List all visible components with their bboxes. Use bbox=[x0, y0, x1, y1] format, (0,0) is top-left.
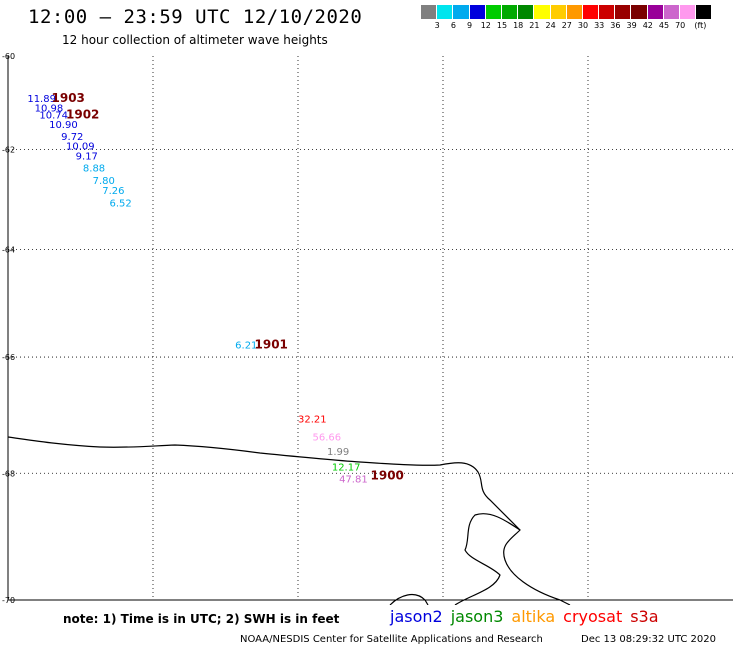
coastline-inlet bbox=[454, 513, 521, 605]
pass-time-label: 1900 bbox=[371, 468, 404, 482]
mission-cryosat: cryosat bbox=[563, 607, 623, 626]
color-swatch bbox=[485, 5, 502, 19]
lat-tick-label: -66 bbox=[2, 353, 15, 362]
color-legend-label: 30 bbox=[577, 21, 589, 30]
wave-height-value: 32.21 bbox=[298, 415, 327, 426]
color-swatch bbox=[680, 5, 697, 19]
wave-height-value: 1.99 bbox=[327, 447, 349, 458]
mission-jason3: jason3 bbox=[450, 607, 504, 626]
color-legend-label: 6 bbox=[450, 21, 456, 30]
color-legend-label: 3 bbox=[434, 21, 440, 30]
color-swatch bbox=[534, 5, 551, 19]
color-swatch bbox=[663, 5, 680, 19]
mission-altika: altika bbox=[511, 607, 556, 626]
wave-height-value: 7.80 bbox=[93, 176, 115, 187]
color-swatch bbox=[501, 5, 519, 19]
wave-height-map: 606366697275-60-62-64-66-68-70 11.8910.9… bbox=[2, 52, 733, 605]
mission-jason2: jason2 bbox=[390, 607, 443, 626]
color-legend-label: 24 bbox=[545, 21, 556, 30]
axis-tick-labels: 606366697275-60-62-64-66-68-70 bbox=[2, 52, 15, 605]
mission-s3a: s3a bbox=[630, 607, 659, 626]
color-legend-label: 27 bbox=[561, 21, 572, 30]
wave-height-value: 8.88 bbox=[83, 164, 105, 175]
color-legend-labels: 3 6 9 12 15 18 21 24 27 30 33 36 39 42 45 70 (ft) bbox=[421, 19, 712, 31]
color-swatch bbox=[518, 5, 535, 19]
coastline bbox=[7, 436, 571, 605]
color-legend-label: 12 bbox=[480, 21, 491, 30]
lat-tick-label: -70 bbox=[2, 596, 15, 605]
lat-tick-label: -62 bbox=[2, 146, 15, 155]
lat-tick-label: -64 bbox=[2, 246, 15, 255]
color-legend-label: (ft) bbox=[694, 21, 707, 30]
wave-height-value: 9.17 bbox=[76, 151, 98, 162]
color-swatch bbox=[647, 5, 664, 19]
color-swatch bbox=[696, 5, 713, 19]
wave-height-value: 6.52 bbox=[110, 198, 132, 209]
color-swatch bbox=[599, 5, 616, 19]
color-legend-label: 42 bbox=[642, 21, 653, 30]
lat-lon-grid bbox=[8, 56, 733, 600]
footer-timestamp: Dec 13 08:29:32 UTC 2020 bbox=[581, 634, 716, 645]
color-legend-label: 9 bbox=[467, 21, 473, 30]
color-legend-swatches bbox=[421, 5, 713, 19]
pass-time-label: 1903 bbox=[52, 91, 85, 105]
lat-tick-label: -68 bbox=[2, 469, 15, 478]
pass-time-label: 1902 bbox=[66, 108, 99, 122]
note-text: note: 1) Time is in UTC; 2) SWH is in fe… bbox=[63, 612, 340, 626]
wave-height-value: 7.26 bbox=[102, 186, 124, 197]
wave-height-value: 10.09 bbox=[66, 142, 95, 153]
color-swatch bbox=[469, 5, 486, 19]
pass-time-labels: 1903 1902 1901 1900 bbox=[52, 91, 404, 482]
wave-height-value: 10.74 bbox=[39, 111, 68, 122]
mission-legend: jason2 jason3 altika cryosat s3a bbox=[390, 607, 667, 626]
wave-height-value: 10.90 bbox=[49, 120, 78, 131]
color-legend-label: 70 bbox=[675, 21, 686, 30]
color-legend-label: 33 bbox=[594, 21, 605, 30]
color-legend: 3 6 9 12 15 18 21 24 27 30 33 36 39 42 45 70 (ft) bbox=[421, 5, 713, 31]
color-swatch bbox=[582, 5, 600, 19]
wave-height-value: 10.98 bbox=[35, 103, 64, 114]
color-legend-label: 18 bbox=[513, 21, 524, 30]
color-legend-label: 39 bbox=[626, 21, 637, 30]
color-swatch bbox=[421, 5, 438, 19]
color-swatch bbox=[631, 5, 648, 19]
pass-time-label: 1901 bbox=[255, 338, 288, 352]
color-swatch bbox=[437, 5, 454, 19]
wave-height-value: 56.66 bbox=[313, 432, 342, 443]
footer-credit: NOAA/NESDIS Center for Satellite Applica… bbox=[240, 634, 543, 645]
color-swatch bbox=[550, 5, 567, 19]
coastline-bay bbox=[389, 593, 429, 605]
wave-height-value: 6.21 bbox=[235, 341, 257, 352]
page-subtitle: 12 hour collection of altimeter wave hei… bbox=[62, 33, 328, 47]
color-swatch bbox=[453, 5, 470, 19]
color-legend-label: 36 bbox=[610, 21, 621, 30]
lat-tick-label: -60 bbox=[2, 52, 15, 61]
color-legend-label: 45 bbox=[658, 21, 670, 30]
wave-height-value: 9.72 bbox=[61, 132, 83, 143]
wave-height-value: 12.17 bbox=[332, 462, 361, 473]
page-title: 12:00 – 23:59 UTC 12/10/2020 bbox=[28, 6, 363, 28]
color-swatch bbox=[615, 5, 632, 19]
wave-height-value: 11.89 bbox=[27, 94, 56, 105]
map-frame bbox=[7, 56, 733, 601]
color-legend-label: 21 bbox=[529, 21, 540, 30]
color-legend-label: 15 bbox=[496, 21, 508, 30]
color-swatch bbox=[566, 5, 583, 19]
wave-height-value: 47.81 bbox=[339, 474, 368, 485]
